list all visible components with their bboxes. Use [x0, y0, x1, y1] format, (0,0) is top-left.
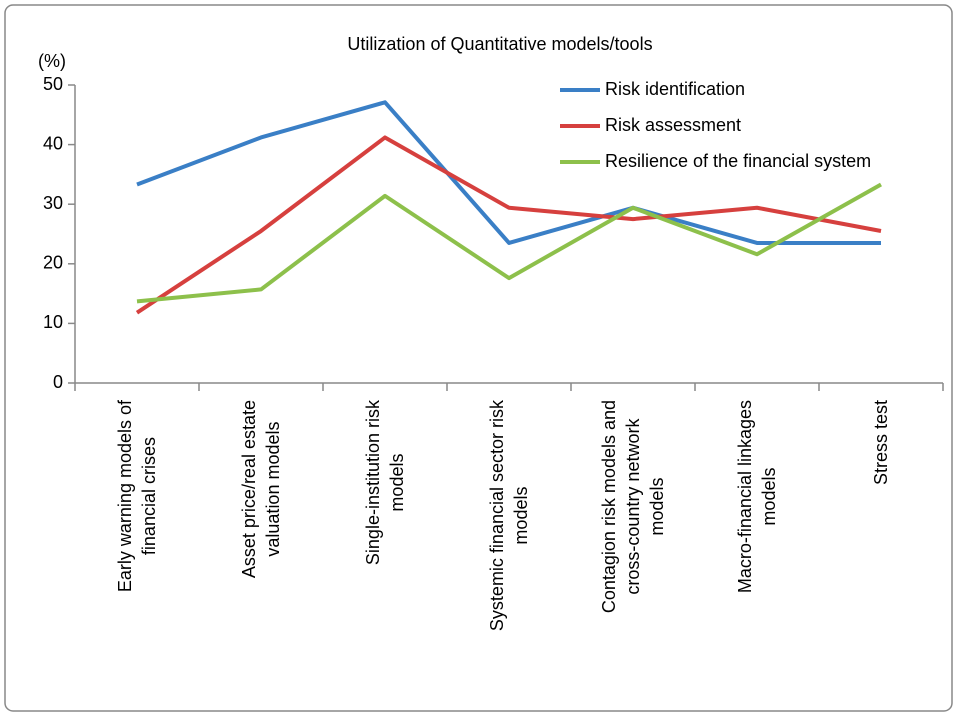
series-line	[136, 100, 881, 245]
legend-label: Resilience of the financial system	[605, 151, 871, 171]
y-tick-label: 0	[53, 372, 63, 392]
y-tick-label: 40	[43, 133, 63, 153]
y-tick-label: 10	[43, 312, 63, 332]
chart-border	[4, 4, 953, 712]
x-tick-label: Early warning models of financial crises	[115, 400, 159, 593]
legend-label: Risk identification	[605, 79, 745, 99]
x-tick-label: Asset price/real estate valuation models	[239, 400, 283, 579]
x-tick-label: Stress test	[871, 400, 891, 486]
series-line	[136, 182, 882, 304]
chart-title: Utilization of Quantitative models/tools	[347, 34, 652, 54]
y-tick-label: 20	[43, 253, 63, 273]
legend-label: Risk assessment	[605, 115, 741, 135]
x-tick-label: Systemic financial sector risk models	[487, 400, 531, 632]
x-tick-label: Single-institution risk models	[363, 400, 407, 566]
x-tick-label: Contagion risk models and cross-country …	[599, 400, 667, 614]
y-tick-label: 30	[43, 193, 63, 213]
x-tick-label: Macro-financial linkages models	[735, 400, 779, 594]
y-axis-label: (%)	[38, 51, 66, 71]
series-line	[135, 135, 882, 315]
y-tick-label: 50	[43, 74, 63, 94]
